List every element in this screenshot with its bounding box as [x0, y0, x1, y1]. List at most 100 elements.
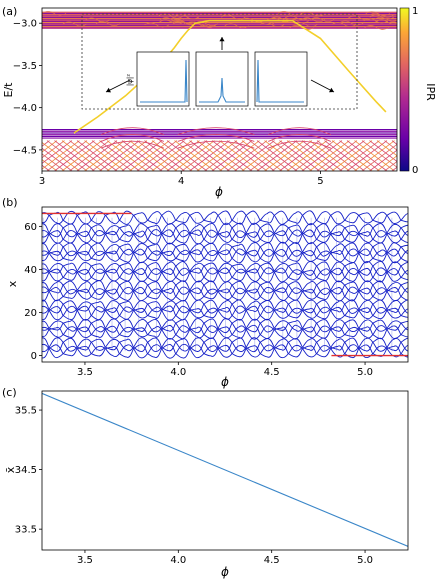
inset-arrow-up — [219, 37, 225, 50]
panel-b-xtick-label: 4.5 — [264, 367, 280, 378]
panel-a-ticks: 3 4 5 −3.0 −3.5 −4.0 −4.5 — [13, 19, 324, 187]
trajectory-braid — [42, 222, 408, 234]
panel-a-insets: |ψ|² — [105, 37, 335, 107]
bulk-band-upper-wiggle — [309, 17, 335, 22]
bulk-band-upper-wiggle — [365, 11, 390, 17]
trajectory-braid — [42, 252, 408, 264]
bulk-band-upper-wiggle — [224, 23, 249, 28]
panel-a-ytick-label: −4.5 — [13, 145, 37, 156]
bulk-band-lower-cross — [42, 140, 50, 147]
inset-wavefunction — [140, 59, 188, 103]
bulk-band-upper-wiggle — [300, 11, 326, 17]
trajectory-braid — [42, 286, 408, 297]
trajectory-braid — [42, 305, 408, 317]
trajectory-braid — [42, 233, 408, 245]
panel-a-xtick-label: 3 — [39, 176, 45, 187]
bulk-band-lower-arc — [100, 140, 164, 149]
panel-c-frame — [41, 390, 409, 551]
bulk-band-upper-wiggle — [277, 11, 303, 16]
bulk-band-lower-cross — [316, 140, 358, 171]
bulk-band-lower-cross — [181, 140, 223, 171]
bulk-band-upper-wiggle — [284, 15, 310, 21]
bulk-band-lower-cross — [294, 140, 335, 171]
bulk-band-upper-wiggle — [300, 17, 326, 23]
panel-c-ticks: 3.5 4.0 4.5 5.0 35.5 34.5 33.5 — [15, 406, 373, 566]
bulk-band-upper-wiggle — [85, 17, 110, 23]
trajectory-braid — [42, 343, 408, 355]
trajectory-braid — [42, 227, 408, 239]
bulk-band-lower-cross — [46, 140, 88, 171]
bulk-band-upper-wiggle — [185, 21, 211, 27]
panel-c-ytick-label: 33.5 — [15, 525, 37, 536]
bulk-band-lower-cross — [69, 140, 110, 171]
colorbar — [399, 7, 410, 172]
bulk-band-upper-wiggle — [284, 18, 309, 24]
bulk-band-lower-cross — [174, 140, 215, 171]
bulk-band-lower-cross — [196, 140, 238, 171]
trajectory-braid — [42, 337, 408, 348]
bulk-band-lower-cross — [144, 140, 185, 171]
inset-plot-1 — [136, 51, 190, 107]
trajectory-braid — [42, 229, 408, 240]
panel-a-frame — [41, 7, 398, 172]
bulk-band-lower-cross — [430, 141, 436, 171]
bulk-band-upper-wiggle — [159, 19, 184, 25]
bulk-band-lower-cross — [331, 140, 373, 171]
bulk-band-lower-cross — [106, 140, 148, 171]
panel-c-ytick-label: 34.5 — [15, 465, 37, 476]
panel-b-ytick-label: 0 — [31, 351, 37, 362]
bulk-band-lower-cross — [279, 140, 320, 171]
centroid-line — [42, 392, 408, 547]
trajectory-braid — [42, 267, 408, 278]
bulk-band-upper-wiggle — [193, 21, 219, 26]
panel-b-ytick-label: 60 — [24, 222, 37, 233]
bulk-band-upper-wiggle — [339, 20, 364, 26]
bulk-band-lower-cross — [249, 140, 290, 171]
bulk-band-lower-cross — [354, 140, 395, 171]
bulk-band-upper-wiggle — [221, 14, 246, 20]
bulk-band-lower-arc — [268, 127, 332, 136]
bulk-band-lower-cross — [42, 140, 58, 153]
bulk-band-lower-cross — [42, 159, 58, 171]
bulk-band-upper-wiggle — [363, 18, 389, 24]
bulk-band-lower-cross — [369, 149, 397, 171]
trajectory-braid — [42, 241, 408, 253]
bulk-band-lower-arc — [100, 127, 164, 136]
panel-b-xtick-label: 4.0 — [170, 367, 186, 378]
bulk-band-lower-cross — [76, 140, 118, 171]
bulk-band-lower-cross — [54, 140, 95, 171]
panel-a-xlabel: ϕ — [215, 185, 223, 199]
bulk-band-upper-wiggle — [62, 21, 88, 27]
bulk-band-lower-cross — [226, 140, 268, 171]
trajectory-braid — [42, 291, 408, 302]
inset-wavefunction — [199, 77, 245, 103]
colorbar-min-label: 0 — [412, 165, 418, 176]
bulk-band-lower-arc — [177, 140, 255, 149]
inset-arrow-left — [105, 79, 131, 93]
bulk-band-lower-cross — [339, 140, 380, 171]
trajectory-braid — [42, 272, 408, 283]
panel-c-xtick-label: 3.5 — [77, 555, 93, 566]
bulk-band-lower-cross — [189, 140, 230, 171]
trajectory-braid — [42, 210, 408, 221]
bulk-band-lower-cross — [204, 140, 245, 171]
panel-c-ylabel: x̄ — [4, 466, 17, 473]
bulk-band-lower-cross — [286, 140, 328, 171]
bulk-band-lower-cross — [384, 140, 397, 151]
bulk-band-lower-cross — [384, 160, 397, 171]
bulk-band-lower-cross — [219, 140, 260, 171]
inset-plot-2 — [195, 51, 249, 107]
bulk-band-lower-cross — [361, 143, 397, 171]
panel-a-xtick-label: 4 — [178, 176, 184, 187]
bulk-band-upper-wiggle — [348, 15, 373, 21]
trajectory-braid — [42, 246, 408, 257]
panel-c-xtick-label: 4.0 — [170, 555, 186, 566]
bulk-band-upper-wiggle — [144, 22, 169, 28]
panel-b-xlabel: ϕ — [221, 375, 229, 389]
panel-a: |ψ|² 3 4 5 −3.0 −3.5 −4.0 −4.5 E/t ϕ 1 0 IPR — [2, 6, 436, 199]
panel-b-xtick-label: 3.5 — [77, 367, 93, 378]
trajectory-braid — [42, 260, 408, 272]
bulk-band-upper-wiggle — [159, 17, 185, 23]
trajectory-braid — [42, 348, 408, 359]
